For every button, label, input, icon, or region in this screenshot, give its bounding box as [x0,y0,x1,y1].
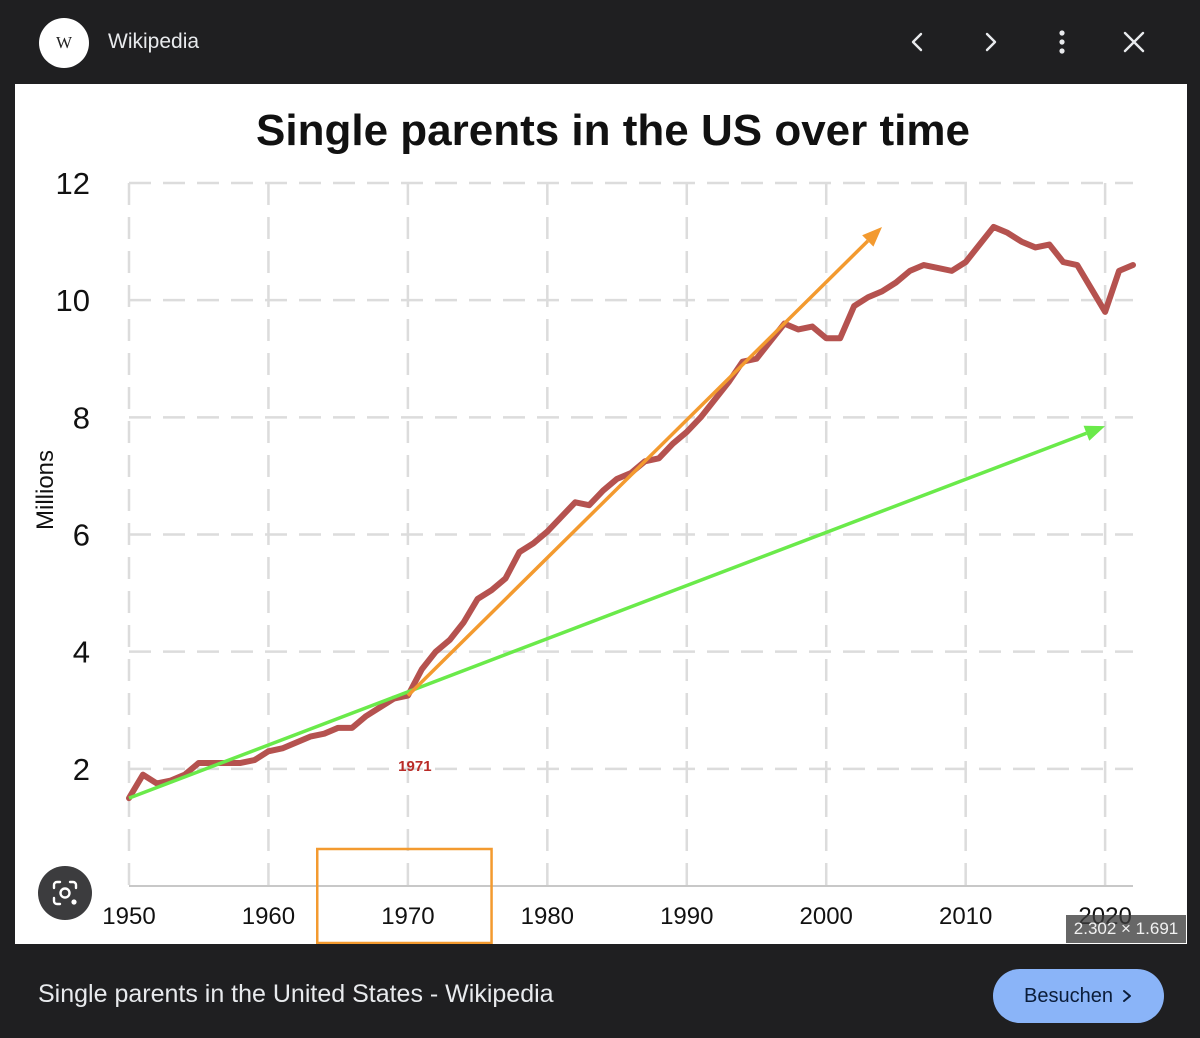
y-tick-label: 6 [73,518,90,553]
chart-grid [127,181,1133,887]
visit-button[interactable]: Besuchen [993,969,1164,1023]
x-tick-label: 1970 [381,903,434,930]
chevron-right-icon [1122,990,1131,1002]
lens-icon [52,880,78,906]
y-tick-label: 12 [56,166,90,201]
site-name[interactable]: Wikipedia [108,30,200,53]
x-tick-label: 2010 [939,903,992,930]
y-tick-label: 8 [73,400,90,435]
previous-button[interactable] [898,22,938,62]
chart-title: Single parents in the US over time [256,106,970,155]
visit-button-label: Besuchen [1024,984,1113,1007]
wikipedia-logo[interactable]: W [39,18,89,68]
y-tick-label: 10 [56,283,90,318]
x-tick-label: 1990 [660,903,713,930]
single-parents-line [126,223,1136,802]
post-1971-trend-arrow-head [862,226,882,247]
chart-series [126,223,1136,802]
preview-image[interactable]: Single parents in the US over time 02468… [15,84,1187,944]
logo-letter: W [55,33,73,52]
close-button[interactable] [1114,22,1154,62]
decade-highlight [316,847,493,944]
year-label: 1971 [398,758,431,775]
line-chart: Single parents in the US over time 02468… [32,106,1136,944]
visual-search-button[interactable] [38,866,92,920]
chart-annotations: 1971 [316,758,493,944]
x-tick-label: 1950 [102,903,155,930]
y-tick-label: 4 [73,635,90,670]
y-axis-label: Millions [32,450,59,530]
x-axis-ticks: 19501960197019801990200020102020 [102,903,1132,930]
close-icon [1123,31,1145,53]
image-dimensions-badge: 2.302 × 1.691 [1066,915,1186,943]
chevron-left-icon [911,32,923,52]
x-tick-label: 2000 [800,903,853,930]
chevron-right-icon [985,32,997,52]
result-caption-link[interactable]: Single parents in the United States - Wi… [38,980,554,1008]
pre-1971-trend-arrow-line [128,431,1088,800]
pre-1971-trend-arrow-head [1083,425,1106,441]
post-1971-trend-arrow-line [406,239,870,697]
next-button[interactable] [970,22,1010,62]
y-tick-label: 2 [73,752,90,787]
more-vert-icon [1059,30,1065,54]
y-axis-ticks: 024681012 [56,166,90,904]
more-options-button[interactable] [1042,22,1082,62]
x-tick-label: 1980 [521,903,574,930]
viewer-header: W Wikipedia [0,0,1200,84]
x-tick-label: 1960 [242,903,295,930]
